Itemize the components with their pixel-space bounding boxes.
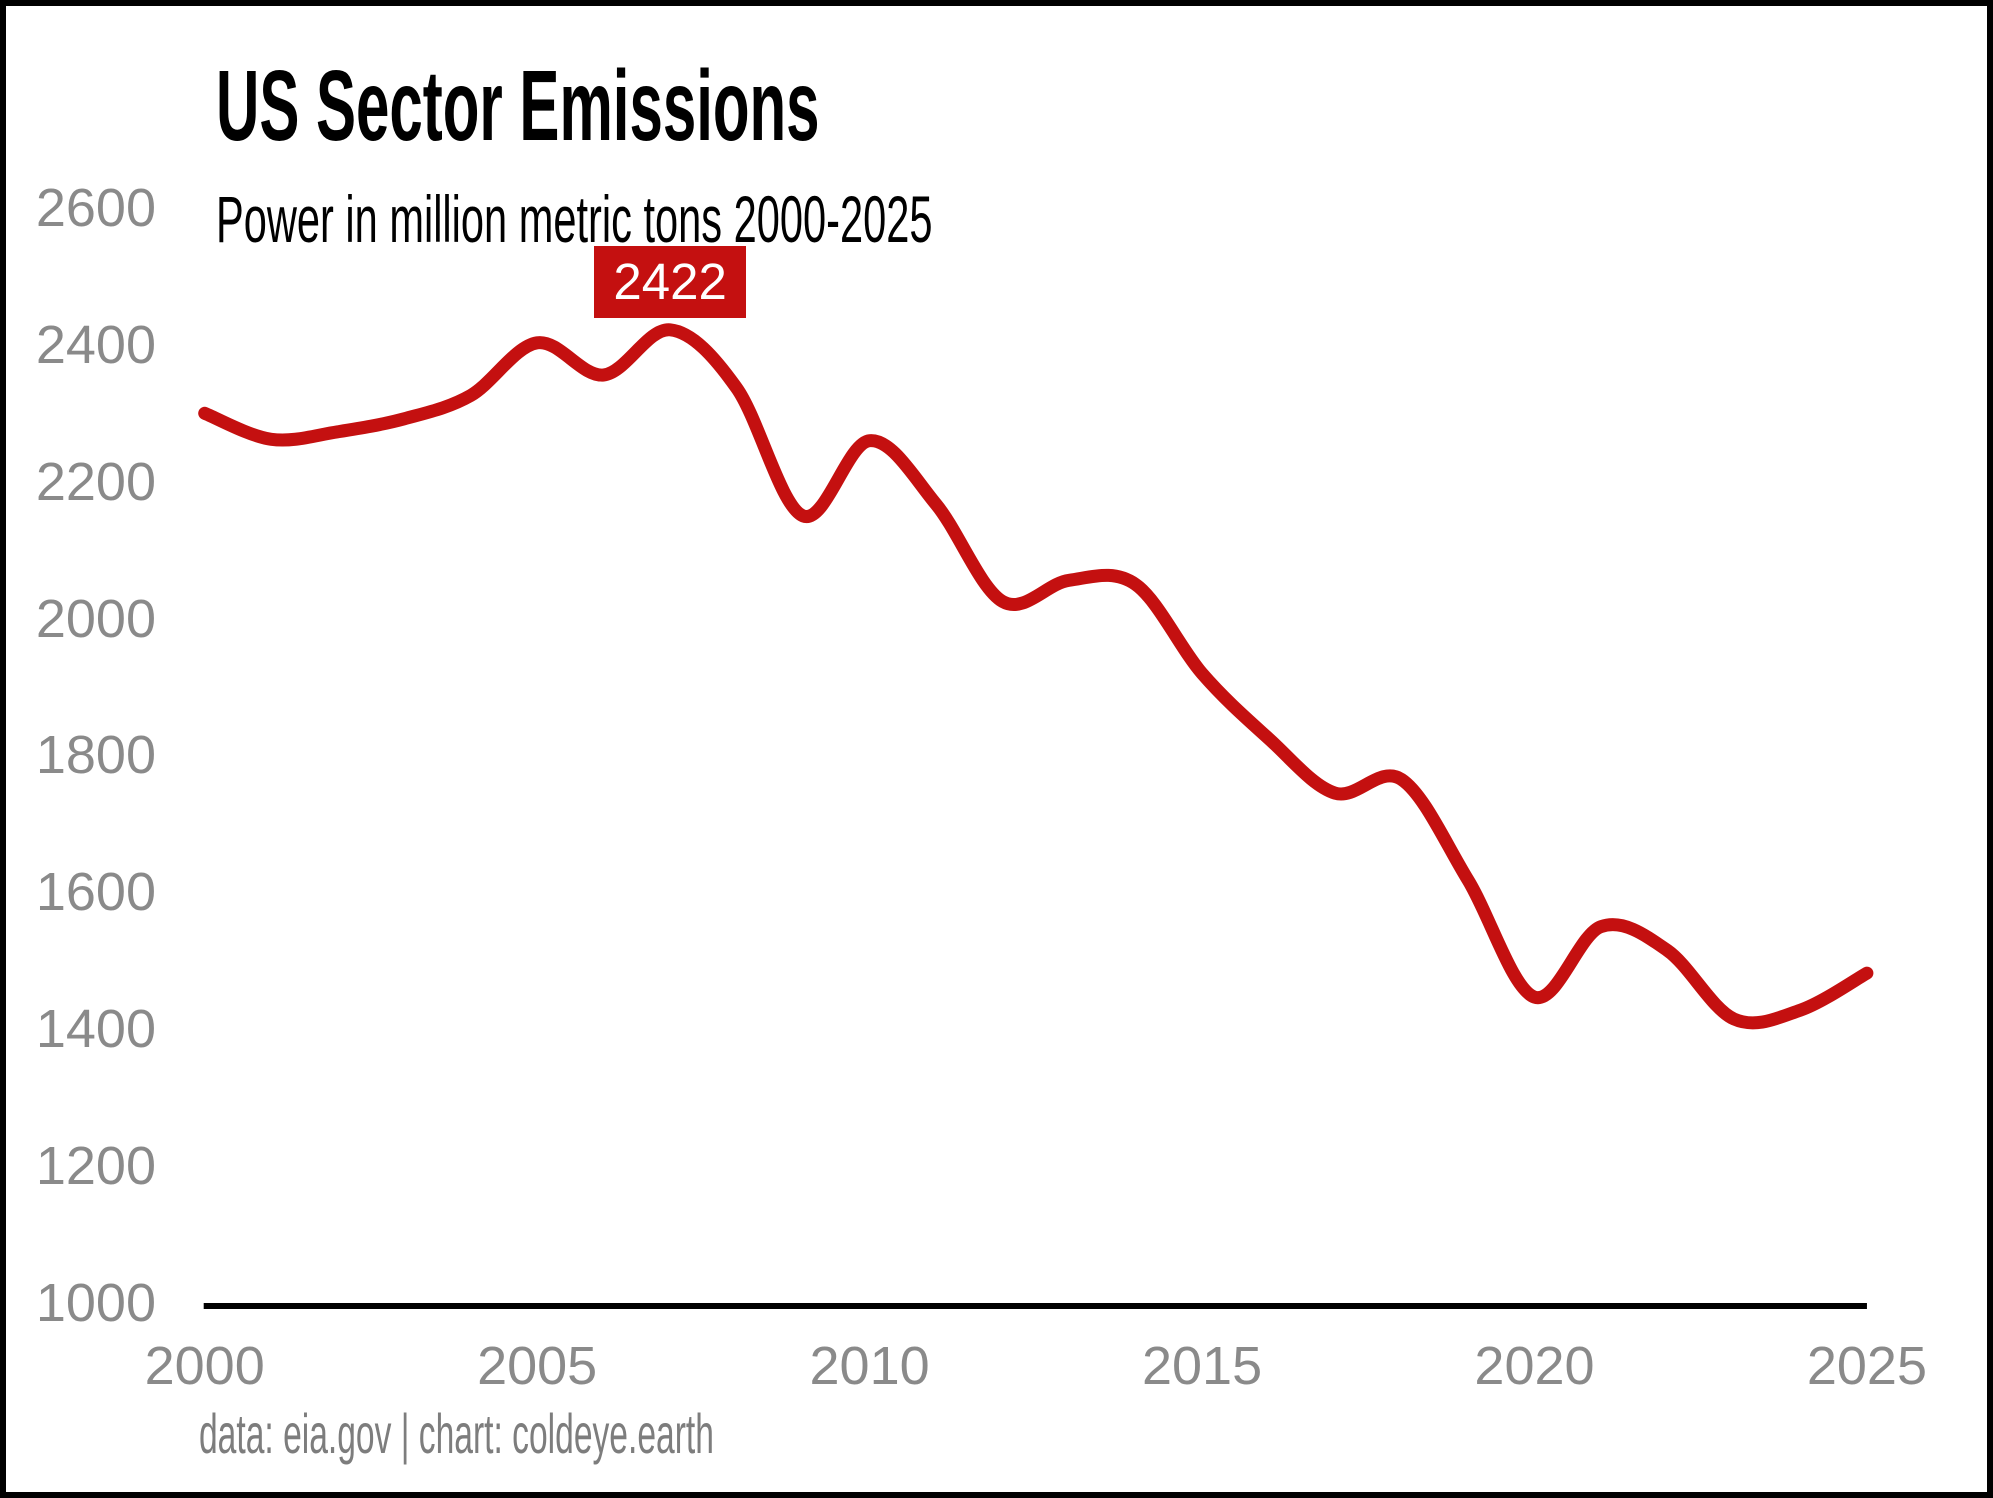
y-tick-label: 1600 [35,862,156,923]
footer-credit: data: eia.gov | chart: coldeye.earth [199,1402,714,1465]
y-tick-label: 1400 [35,999,156,1060]
x-tick-label: 2005 [477,1336,598,1396]
y-tick-label: 2400 [35,314,156,375]
x-tick-label: 2025 [1806,1336,1927,1396]
y-tick-label: 1200 [35,1136,156,1197]
y-tick-label: 2000 [35,588,156,649]
y-tick-label: 2600 [35,177,156,238]
x-tick-label: 2000 [144,1336,265,1396]
line-chart-plot-area [198,323,1874,1309]
x-tick-label: 2020 [1474,1336,1595,1396]
page-title: US Sector Emissions [216,50,820,162]
x-tick-label: 2015 [1141,1336,1263,1396]
peak-value-label: 2422 [594,246,747,319]
chart-subtitle: Power in million metric tons 2000-2025 [216,182,933,256]
x-tick-label: 2010 [809,1336,930,1396]
y-tick-label: 2200 [35,451,156,512]
peak-value-text: 2422 [613,253,727,311]
y-tick-label: 1800 [35,725,156,786]
y-tick-label: 1000 [35,1273,156,1333]
emissions-line-series [198,323,1874,1030]
